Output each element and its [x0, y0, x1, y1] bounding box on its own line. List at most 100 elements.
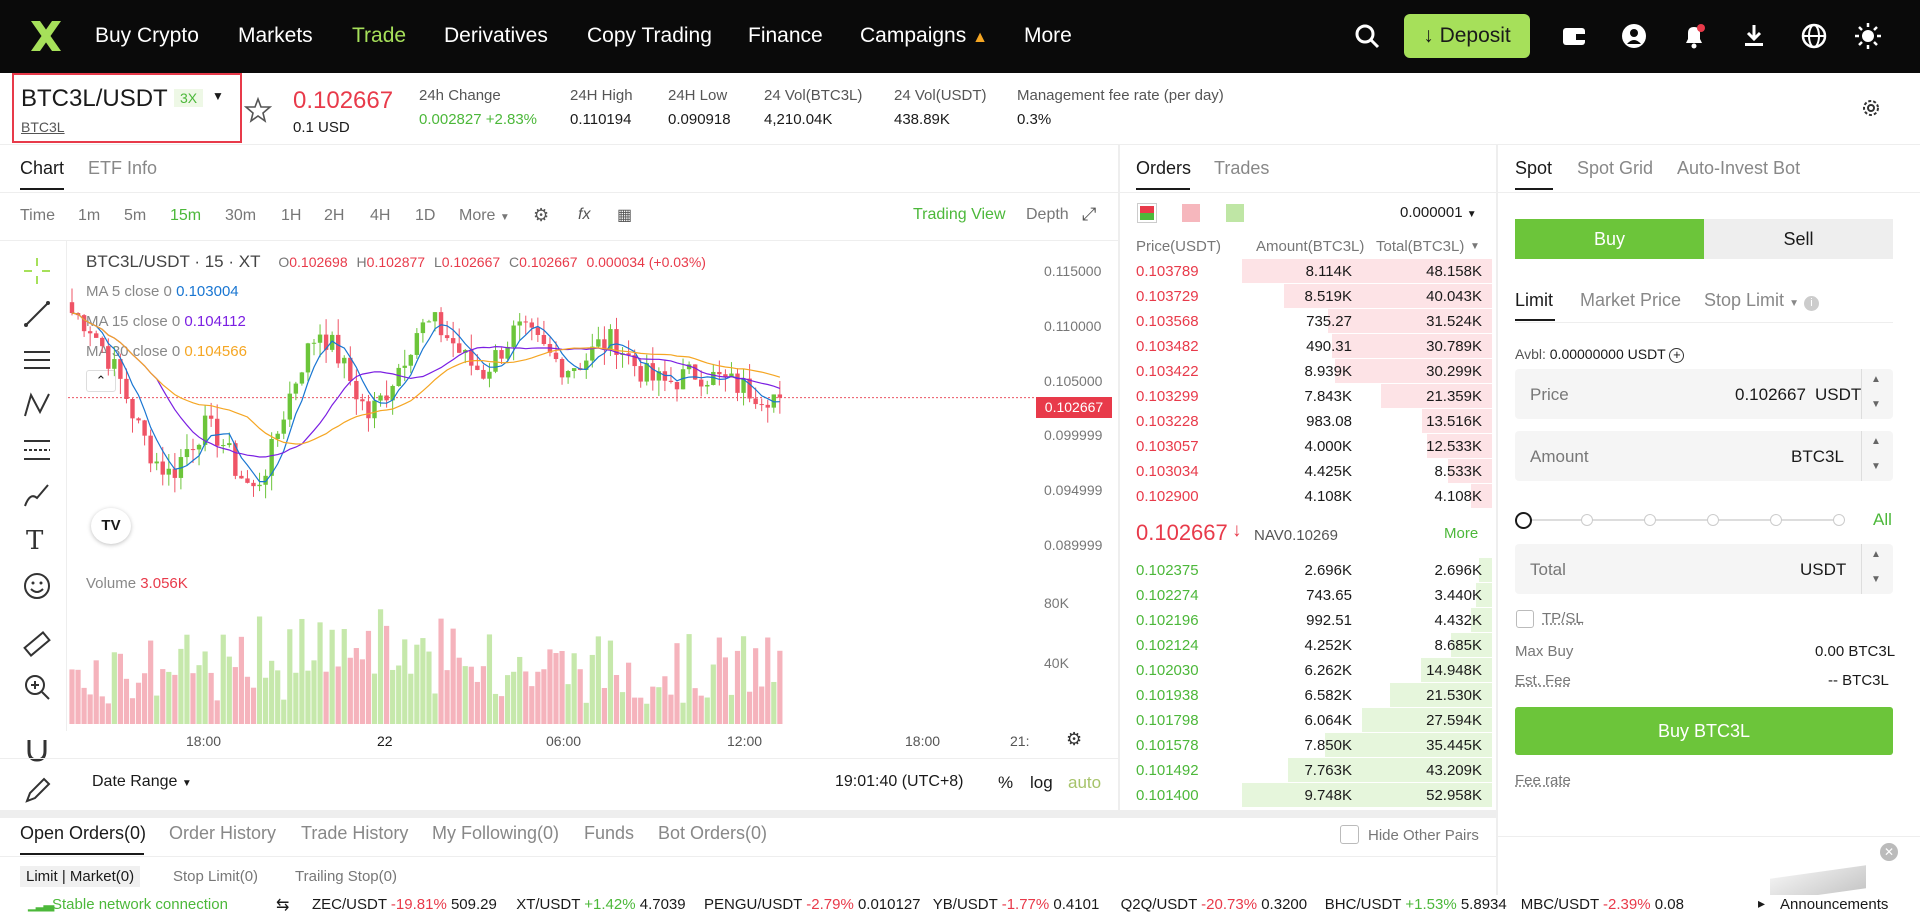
nav-finance[interactable]: Finance [748, 24, 823, 47]
announcements-link[interactable]: Announcements [1780, 896, 1889, 913]
order-type-market[interactable]: Market Price [1580, 290, 1682, 310]
tf-2h[interactable]: 2H [324, 207, 345, 224]
settings-gear-icon[interactable] [1860, 97, 1882, 119]
ask-row[interactable]: 0.103228 983.08 13.516K [1136, 409, 1492, 434]
book-both-view-button[interactable] [1137, 203, 1157, 223]
price-increment-icon[interactable]: ▲ [1871, 374, 1881, 385]
subtab-stop-limit[interactable]: Stop Limit(0) [173, 868, 259, 885]
slider-step[interactable] [1707, 514, 1719, 526]
bid-row[interactable]: 0.102196 992.51 4.432K [1136, 608, 1492, 633]
collapse-legend-button[interactable]: ⌃ [86, 370, 116, 392]
template-icon[interactable]: ▦ [617, 207, 633, 224]
amount-increment-icon[interactable]: ▲ [1871, 436, 1881, 447]
ask-row[interactable]: 0.103568 735.27 31.524K [1136, 309, 1492, 334]
fib-lines-icon[interactable] [22, 345, 52, 375]
bid-row[interactable]: 0.101938 6.582K 21.530K [1136, 683, 1492, 708]
pattern-icon[interactable] [22, 390, 52, 420]
ticker-item[interactable]: Q2Q/USDT -20.73% 0.3200 [1121, 896, 1308, 913]
hide-other-pairs-checkbox[interactable] [1340, 825, 1359, 844]
nav-copy-trading[interactable]: Copy Trading [587, 24, 712, 47]
download-icon[interactable] [1740, 22, 1768, 50]
tab-open-orders[interactable]: Open Orders(0) [20, 823, 147, 843]
ask-row[interactable]: 0.103729 8.519K 40.043K [1136, 284, 1492, 309]
ticker-item[interactable]: PENGU/USDT -2.79% 0.010127 [704, 896, 921, 913]
tab-orders[interactable]: Orders [1136, 158, 1192, 178]
bid-row[interactable]: 0.102030 6.262K 14.948K [1136, 658, 1492, 683]
ticker-item[interactable]: YB/USDT -1.77% 0.4101 [933, 896, 1100, 913]
auto-scale-toggle[interactable]: auto [1068, 773, 1102, 792]
fee-rate-link[interactable]: Fee rate [1515, 772, 1571, 789]
pair-selector[interactable]: BTC3L/USDT 3X ▼ BTC3L [12, 73, 242, 143]
brush-icon[interactable] [22, 480, 52, 510]
candlestick-chart[interactable] [68, 242, 1038, 730]
slider-step[interactable] [1644, 514, 1656, 526]
wallet-icon[interactable] [1560, 22, 1588, 50]
percent-scale-toggle[interactable]: % [998, 773, 1014, 792]
tab-spot-grid[interactable]: Spot Grid [1577, 158, 1654, 178]
bid-row[interactable]: 0.102124 4.252K 8.685K [1136, 633, 1492, 658]
crosshair-icon[interactable] [22, 256, 52, 286]
slider-handle[interactable] [1515, 512, 1532, 529]
globe-icon[interactable] [1800, 22, 1828, 50]
ticker-item[interactable]: BHC/USDT +1.53% 5.8934 [1325, 896, 1507, 913]
total-increment-icon[interactable]: ▲ [1871, 549, 1881, 560]
ask-row[interactable]: 0.103482 490.31 30.789K [1136, 334, 1492, 359]
bid-row[interactable]: 0.102375 2.696K 2.696K [1136, 558, 1492, 583]
buy-side-button[interactable]: Buy [1515, 219, 1704, 259]
tab-etf-info[interactable]: ETF Info [88, 158, 158, 178]
total-decrement-icon[interactable]: ▼ [1871, 574, 1881, 585]
amount-field[interactable]: Amount BTC3L ▲ ▼ [1515, 431, 1893, 481]
nav-trade[interactable]: Trade [352, 24, 407, 47]
tf-time[interactable]: Time [20, 207, 55, 224]
buy-submit-button[interactable]: Buy BTC3L [1515, 707, 1893, 755]
tf-30m[interactable]: 30m [225, 207, 257, 224]
ask-row[interactable]: 0.103057 4.000K 12.533K [1136, 434, 1492, 459]
tab-trades[interactable]: Trades [1214, 158, 1270, 178]
ticker-item[interactable]: ZEC/USDT -19.81% 509.29 [312, 896, 497, 913]
info-icon[interactable]: i [1803, 296, 1819, 311]
slider-step[interactable] [1581, 514, 1593, 526]
emoji-icon[interactable] [22, 571, 52, 601]
indicator-settings-icon[interactable]: ⚙ [533, 205, 550, 225]
tab-chart[interactable]: Chart [20, 158, 65, 178]
sell-side-button[interactable]: Sell [1704, 219, 1893, 259]
depth-toggle[interactable]: Depth [1026, 206, 1069, 223]
tf-4h[interactable]: 4H [370, 207, 391, 224]
trend-line-icon[interactable] [22, 299, 52, 329]
amount-slider[interactable] [1515, 510, 1845, 530]
zoom-in-icon[interactable] [22, 672, 52, 702]
tab-spot[interactable]: Spot [1515, 158, 1553, 178]
book-more-link[interactable]: More [1444, 525, 1479, 542]
slider-step[interactable] [1770, 514, 1782, 526]
close-banner-icon[interactable]: ✕ [1880, 843, 1898, 861]
megaphone-icon[interactable]: ▸ [1758, 895, 1766, 911]
tf-1d[interactable]: 1D [415, 207, 436, 224]
add-funds-icon[interactable]: + [1669, 348, 1685, 363]
ruler-icon[interactable] [22, 629, 52, 659]
ticker-item[interactable]: MBC/USDT -2.39% 0.08 [1521, 896, 1684, 913]
tpsl-checkbox[interactable] [1516, 610, 1534, 628]
tf-1m[interactable]: 1m [78, 207, 101, 224]
text-tool-icon[interactable]: T [26, 526, 44, 556]
hide-other-pairs-label[interactable]: Hide Other Pairs [1368, 827, 1479, 844]
nav-derivatives[interactable]: Derivatives [444, 24, 548, 47]
log-scale-toggle[interactable]: log [1030, 773, 1053, 792]
formula-fx-icon[interactable]: fx [578, 206, 591, 223]
bid-row[interactable]: 0.102274 743.65 3.440K [1136, 583, 1492, 608]
magnet-icon[interactable] [22, 734, 52, 764]
tf-5m[interactable]: 5m [124, 207, 147, 224]
tradingview-logo[interactable]: TV [91, 508, 131, 544]
measure-lines-icon[interactable] [22, 435, 52, 465]
subtab-limit-market[interactable]: Limit | Market(0) [20, 866, 141, 887]
bid-row[interactable]: 0.101798 6.064K 27.594K [1136, 708, 1492, 733]
tf-1h[interactable]: 1H [281, 207, 302, 224]
ticker-swap-icon[interactable]: ⇆ [276, 897, 290, 914]
ask-row[interactable]: 0.103299 7.843K 21.359K [1136, 384, 1492, 409]
nav-campaigns[interactable]: Campaigns ▲ [860, 24, 988, 48]
total-field[interactable]: Total USDT ▲ ▼ [1515, 544, 1893, 594]
ask-row[interactable]: 0.103422 8.939K 30.299K [1136, 359, 1492, 384]
order-type-limit[interactable]: Limit [1515, 290, 1554, 310]
xt-logo[interactable] [28, 18, 64, 54]
order-type-stop-limit[interactable]: Stop Limit ▼ i [1704, 290, 1819, 311]
ticker-item[interactable]: XT/USDT +1.42% 4.7039 [516, 896, 685, 913]
